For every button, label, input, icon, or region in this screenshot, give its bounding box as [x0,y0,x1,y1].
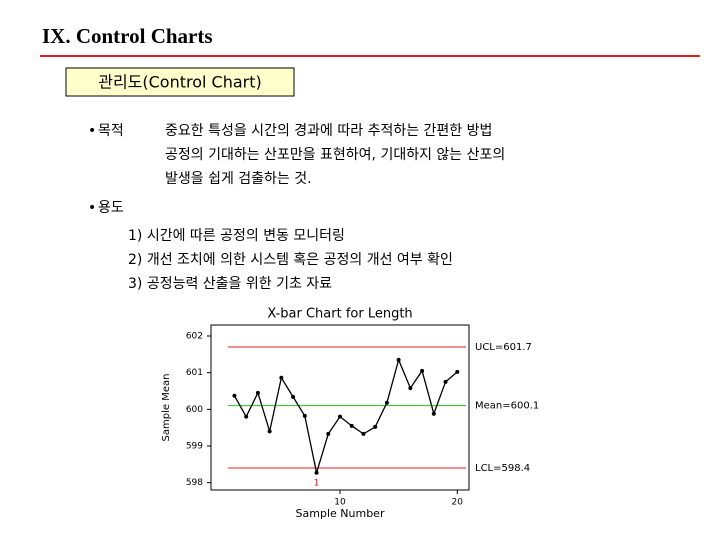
y-axis-label: Sample Mean [161,374,172,442]
control-label: UCL=601.7 [475,342,532,353]
bullet-label: 목적 [98,123,124,139]
x-tick-label: 20 [452,498,464,508]
data-point [314,470,319,475]
data-point [338,414,342,419]
data-point [396,357,401,362]
box-heading: 관리도(Control Chart) [98,73,262,92]
bullet-label: 용도 [98,200,124,216]
data-point [244,414,249,419]
data-point [420,368,425,373]
data-point [232,393,237,398]
data-point [361,431,366,436]
data-point [326,431,331,436]
data-point [267,429,272,434]
data-point [373,424,378,429]
bullet: • [88,123,96,139]
purpose-line: 공정의 기대하는 산포만을 표현하여, 기대하지 않는 산포의 [165,147,505,163]
data-point [455,369,460,374]
usage-item: 3) 공정능력 산출을 위한 기초 자료 [128,276,332,292]
heading-box [65,67,295,97]
chart-title: X-bar Chart for Length [267,307,412,322]
data-point [349,423,354,428]
data-point [443,379,448,384]
data-point [384,400,389,405]
out-of-control-label: 1 [314,478,320,488]
y-tick-label: 599 [186,442,203,452]
data-point [279,375,284,380]
purpose-line: 중요한 특성을 시간의 경과에 따라 추적하는 간편한 방법 [165,123,492,139]
bullet: • [88,200,96,216]
slide-title: IX. Control Charts [42,24,213,48]
y-tick-label: 601 [186,368,203,378]
control-label: Mean=600.1 [475,401,539,412]
data-point [408,386,413,391]
control-label: LCL=598.4 [475,463,530,474]
usage-item: 2) 개선 조치에 의한 시스템 혹은 공정의 개선 여부 확인 [128,252,453,268]
usage-item: 1) 시간에 따른 공정의 변동 모니터링 [128,228,345,244]
y-tick-label: 602 [186,332,203,342]
data-point [255,390,260,395]
data-point [431,411,436,416]
data-point [291,394,296,399]
data-line [233,357,458,473]
plot-frame [210,324,470,491]
y-tick-label: 600 [186,405,203,415]
y-tick-label: 598 [186,478,203,488]
data-point [302,413,307,418]
x-axis-label: Sample Number [296,507,385,520]
x-tick-label: 10 [334,498,346,508]
purpose-line: 발생을 쉽게 검출하는 것. [165,171,312,187]
